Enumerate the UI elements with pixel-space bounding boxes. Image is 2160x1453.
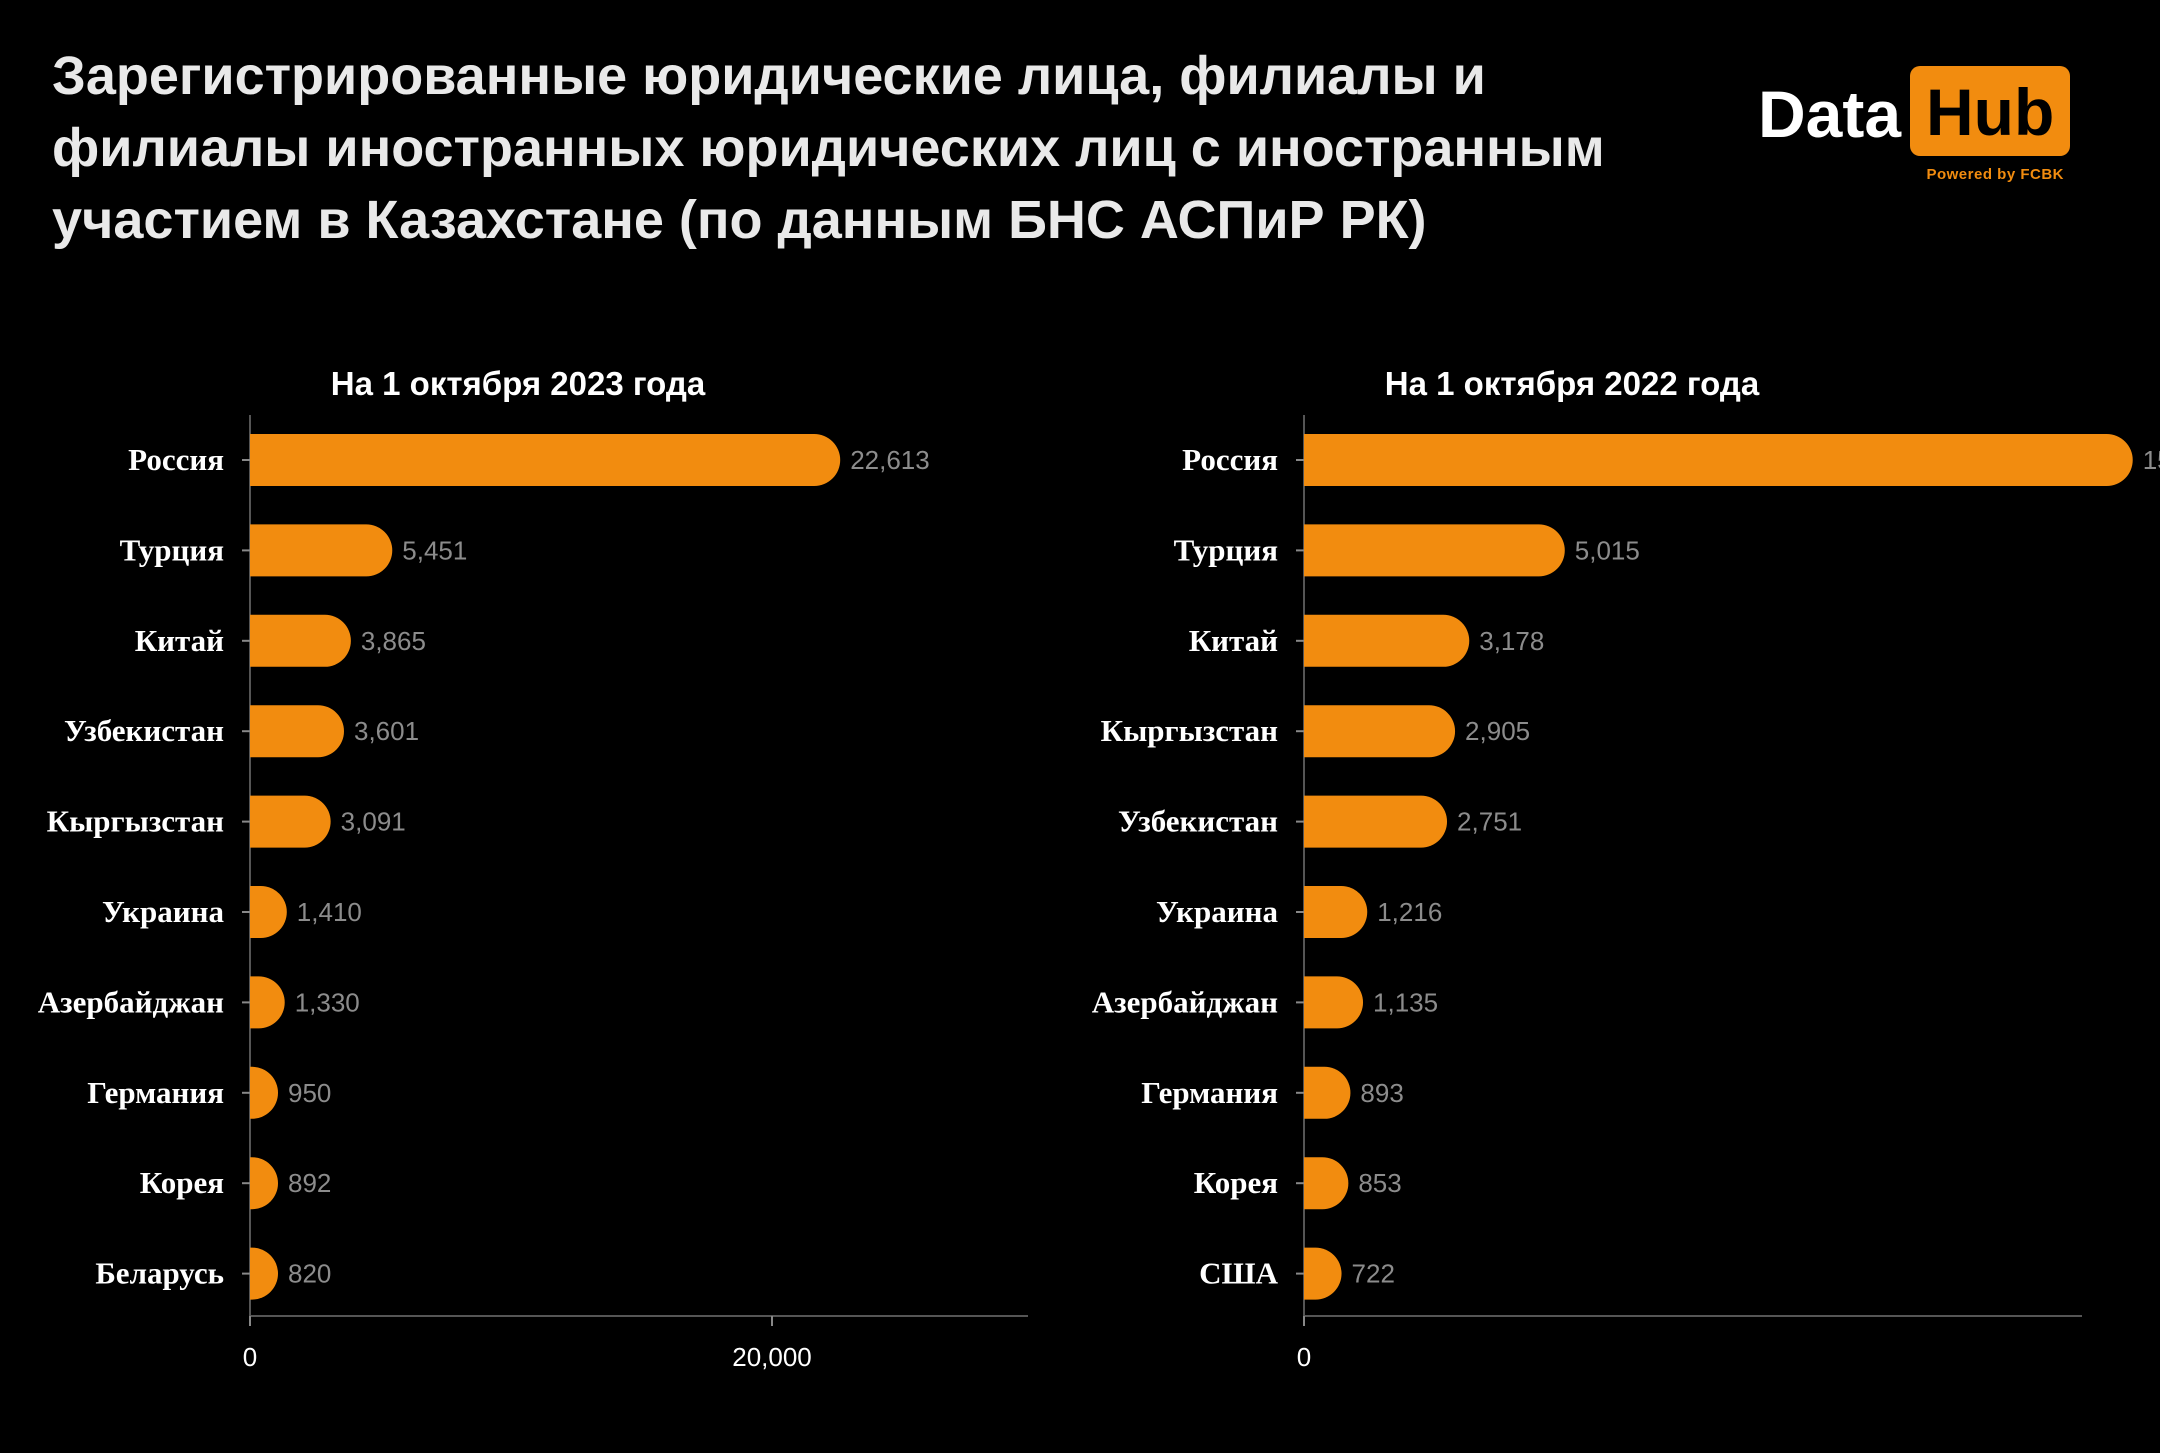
logo-text-hub: Hub	[1910, 66, 2071, 156]
chart-2-category-label: США	[1199, 1256, 1278, 1291]
chart-1-bar	[250, 1066, 279, 1119]
chart-2-bar	[1304, 886, 1368, 938]
chart-2-title: На 1 октября 2022 года	[1385, 365, 1760, 402]
chart-1-value-label: 820	[288, 1259, 331, 1289]
chart-2-bar	[1304, 1157, 1349, 1210]
chart-1-value-label: 3,091	[341, 807, 406, 837]
chart-1-value-label: 1,410	[297, 897, 362, 927]
chart-2-value-label: 2,751	[1457, 807, 1522, 837]
chart-2-x-tick-label: 0	[1297, 1342, 1311, 1372]
chart-2-value-label: 722	[1352, 1259, 1395, 1289]
page-title: Зарегистрированные юридические лица, фил…	[52, 46, 1605, 250]
chart-1-category-label: Беларусь	[95, 1256, 224, 1291]
chart-1-bar	[250, 886, 287, 938]
chart-1-value-label: 5,451	[402, 535, 467, 565]
chart-2-bar	[1304, 434, 2133, 486]
chart-1-category-label: Россия	[128, 442, 224, 477]
chart-1-bar	[250, 976, 285, 1029]
chart-1-category-label: Германия	[87, 1075, 224, 1110]
chart-2-category-label: Россия	[1182, 442, 1278, 477]
chart-2-bar	[1304, 614, 1470, 667]
chart-1-x-tick-label: 0	[243, 1342, 257, 1372]
chart-2-value-label: 893	[1360, 1078, 1403, 1108]
chart-2-category-label: Азербайджан	[1092, 984, 1278, 1019]
chart-2-value-label: 2,905	[1465, 716, 1530, 746]
logo-text-data: Data	[1758, 77, 1902, 151]
chart-1-title: На 1 октября 2023 года	[331, 365, 706, 402]
chart-2-bar	[1304, 976, 1364, 1029]
chart-1-x-tick-label: 20,000	[732, 1342, 812, 1372]
chart-2-bar	[1304, 705, 1456, 758]
chart-1-category-label: Корея	[140, 1165, 224, 1200]
chart-1-category-label: Украина	[102, 894, 225, 929]
chart-1-value-label: 3,865	[361, 626, 426, 656]
chart-2-value-label: 853	[1358, 1168, 1401, 1198]
chart-1-bar	[250, 1157, 279, 1210]
chart-2-category-label: Кыргызстан	[1101, 713, 1279, 748]
chart-2-category-label: Турция	[1174, 532, 1278, 567]
chart-2-value-label: 1,216	[1377, 897, 1442, 927]
chart-1-value-label: 892	[288, 1168, 331, 1198]
chart-1-category-label: Кыргызстан	[47, 804, 225, 839]
chart-1-category-label: Китай	[135, 623, 224, 658]
logo-powered-by: Powered by FCBK	[1926, 166, 2064, 183]
chart-2-bar	[1304, 524, 1565, 577]
chart-2-category-label: Германия	[1141, 1075, 1278, 1110]
chart-2-bar	[1304, 1247, 1342, 1300]
chart-2-bar	[1304, 1066, 1351, 1119]
chart-2-category-label: Украина	[1156, 894, 1279, 929]
chart-1-category-label: Азербайджан	[38, 984, 224, 1019]
chart-2-value-label: 1,135	[1373, 987, 1438, 1017]
datahub-logo: Data Hub Powered by FCBK	[1752, 62, 2072, 192]
chart-1-value-label: 3,601	[354, 716, 419, 746]
chart-1-bar	[250, 705, 344, 758]
chart-2-value-label: 3,178	[1479, 626, 1544, 656]
chart-1-category-label: Турция	[120, 532, 224, 567]
chart-1-bar	[250, 1247, 279, 1300]
chart-2-category-label: Узбекистан	[1118, 804, 1278, 839]
chart-1-bar	[250, 434, 841, 486]
chart-2-category-label: Китай	[1189, 623, 1278, 658]
chart-1-bar	[250, 614, 351, 667]
chart-2-value-label: 15,937	[2143, 445, 2160, 475]
chart-1-value-label: 950	[288, 1078, 331, 1108]
chart-2-value-label: 5,015	[1575, 535, 1640, 565]
chart-1-category-label: Узбекистан	[64, 713, 224, 748]
chart-1-bar	[250, 524, 393, 577]
chart-1-value-label: 1,330	[295, 987, 360, 1017]
chart-1-bar	[250, 795, 331, 848]
chart-1-value-label: 22,613	[850, 445, 930, 475]
chart-2-category-label: Корея	[1194, 1165, 1278, 1200]
chart-2-bar	[1304, 795, 1448, 848]
